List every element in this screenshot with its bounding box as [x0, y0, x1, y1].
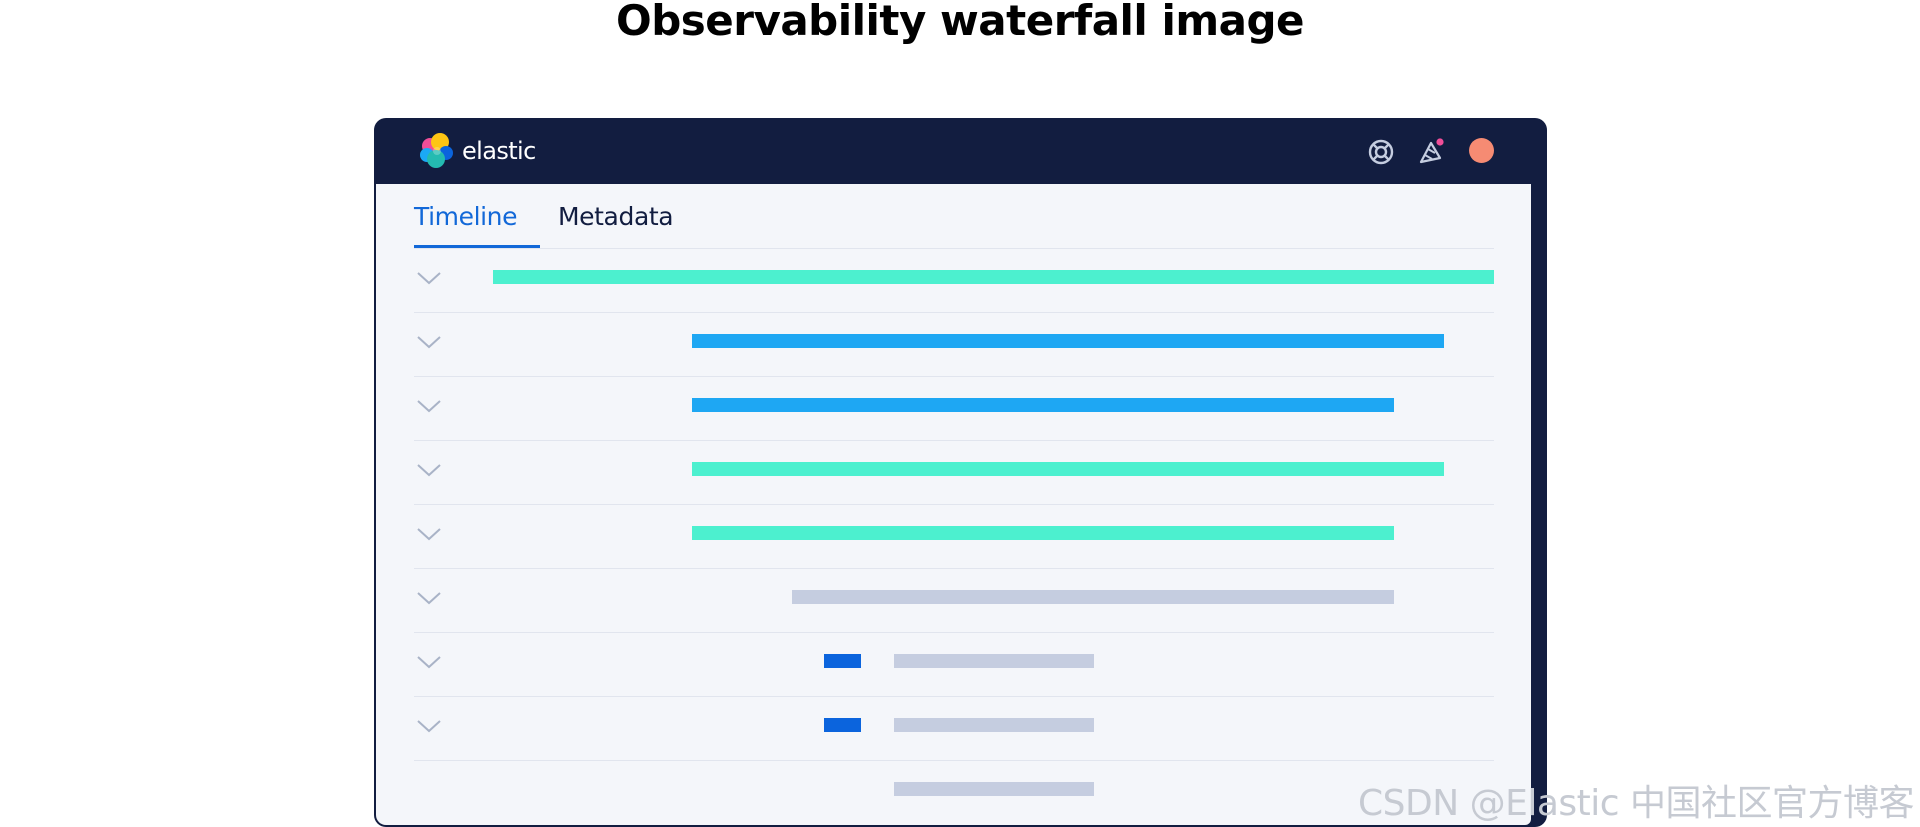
waterfall-row[interactable] — [414, 505, 1494, 569]
span-bar[interactable] — [893, 718, 1095, 732]
waterfall-row[interactable] — [414, 633, 1494, 697]
span-bar[interactable] — [691, 398, 1394, 412]
waterfall-row[interactable] — [414, 697, 1494, 761]
elastic-logo[interactable]: elastic — [418, 132, 536, 170]
app-window: elastic — [374, 118, 1547, 827]
tab-bar: Timeline Metadata — [414, 184, 1494, 249]
chevron-down-icon[interactable] — [416, 333, 442, 351]
row-divider — [414, 376, 1494, 377]
span-bar[interactable] — [792, 590, 1394, 604]
span-bar[interactable] — [691, 526, 1394, 540]
tab-timeline[interactable]: Timeline — [414, 202, 518, 231]
row-divider — [414, 760, 1494, 761]
row-divider — [414, 632, 1494, 633]
chevron-down-icon[interactable] — [416, 397, 442, 415]
waterfall-row[interactable] — [414, 249, 1494, 313]
waterfall-row[interactable] — [414, 569, 1494, 633]
help-lifebuoy-icon[interactable] — [1367, 138, 1395, 166]
waterfall-row[interactable] — [414, 761, 1494, 825]
chevron-down-icon[interactable] — [416, 461, 442, 479]
waterfall-row[interactable] — [414, 313, 1494, 377]
tab-metadata[interactable]: Metadata — [558, 202, 674, 231]
span-bar[interactable] — [492, 270, 1494, 284]
span-bar[interactable] — [691, 334, 1445, 348]
tab-selected-indicator — [414, 245, 540, 248]
waterfall-row[interactable] — [414, 377, 1494, 441]
header-bar: elastic — [374, 118, 1547, 184]
span-bar[interactable] — [824, 718, 862, 732]
chevron-down-icon[interactable] — [416, 269, 442, 287]
span-bar[interactable] — [824, 654, 862, 668]
span-bar[interactable] — [893, 654, 1095, 668]
chevron-down-icon[interactable] — [416, 653, 442, 671]
waterfall-row[interactable] — [414, 441, 1494, 505]
row-divider — [414, 696, 1494, 697]
row-divider — [414, 440, 1494, 441]
logo-text: elastic — [462, 137, 536, 165]
row-divider — [414, 312, 1494, 313]
trace-panel: Timeline Metadata — [376, 184, 1531, 825]
row-divider — [414, 568, 1494, 569]
span-bar[interactable] — [691, 462, 1445, 476]
chevron-down-icon[interactable] — [416, 525, 442, 543]
page-title: Observability waterfall image — [615, 0, 1305, 45]
span-bar[interactable] — [893, 782, 1095, 796]
chevron-down-icon[interactable] — [416, 589, 442, 607]
news-feed-megaphone-icon[interactable] — [1417, 138, 1445, 166]
elastic-logo-icon — [420, 133, 453, 168]
row-divider — [414, 504, 1494, 505]
watermark: CSDN @Elastic 中国社区官方博客 — [1357, 783, 1915, 824]
tabs-divider — [414, 248, 1494, 249]
chevron-down-icon[interactable] — [416, 717, 442, 735]
user-avatar[interactable] — [1469, 138, 1494, 163]
